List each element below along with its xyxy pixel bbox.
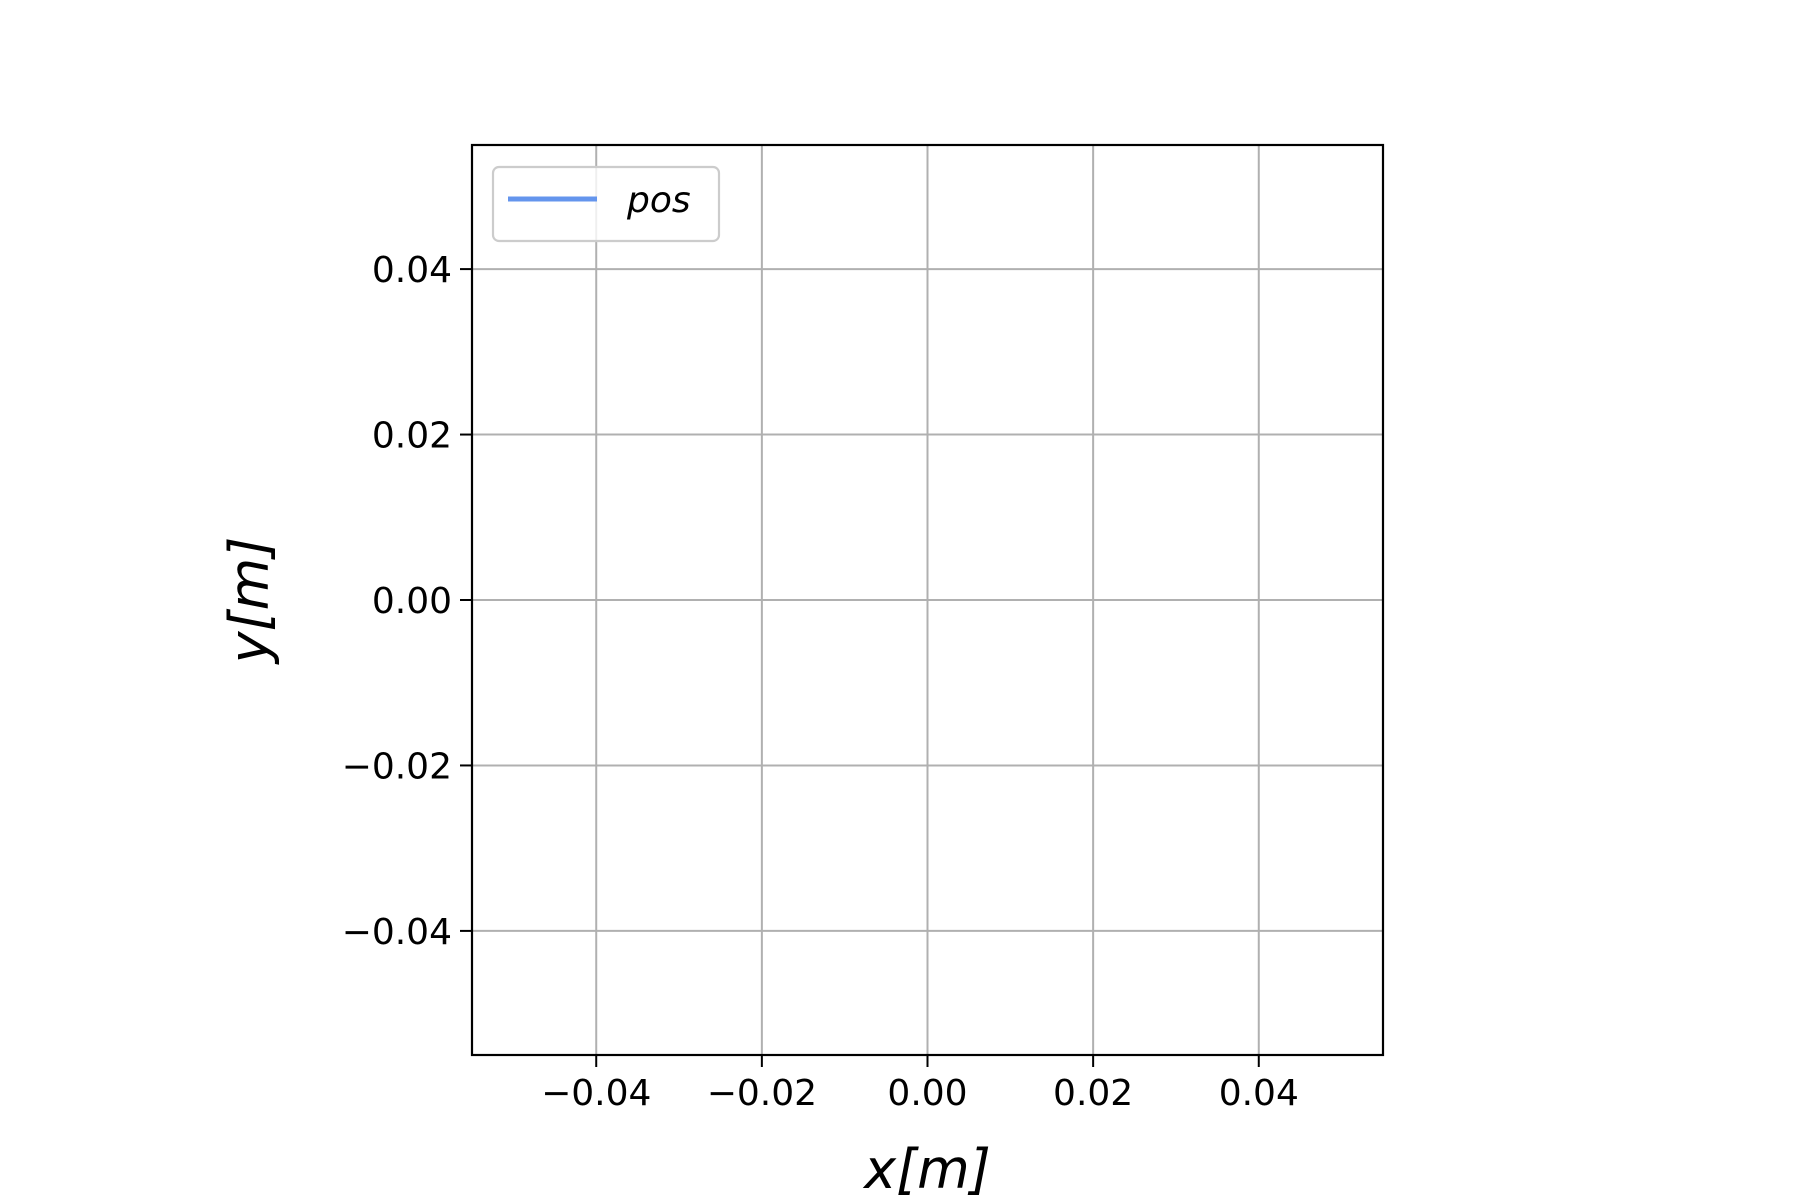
y-tick-label: 0.02 xyxy=(372,416,452,457)
x-tick-label: −0.02 xyxy=(707,1073,817,1114)
legend-label-pos: pos xyxy=(626,180,691,221)
x-tick-label: −0.04 xyxy=(541,1073,651,1114)
x-tick-label: 0.02 xyxy=(1053,1073,1133,1114)
legend: pos xyxy=(491,165,721,243)
legend-box xyxy=(491,165,721,243)
y-axis: −0.04 −0.02 0.00 0.02 0.04 xyxy=(342,250,472,953)
y-axis-title: y[m] xyxy=(218,537,281,666)
y-tick-label: −0.04 xyxy=(342,912,452,953)
x-tick-label: 0.00 xyxy=(887,1073,967,1114)
x-axis-title: x[m] xyxy=(862,1138,991,1200)
grid xyxy=(472,145,1383,1055)
y-tick-label: −0.02 xyxy=(342,746,452,787)
x-axis: −0.04 −0.02 0.00 0.02 0.04 xyxy=(541,1055,1299,1114)
y-tick-label: 0.00 xyxy=(372,581,452,622)
y-tick-label: 0.04 xyxy=(372,250,452,291)
x-tick-label: 0.04 xyxy=(1219,1073,1299,1114)
